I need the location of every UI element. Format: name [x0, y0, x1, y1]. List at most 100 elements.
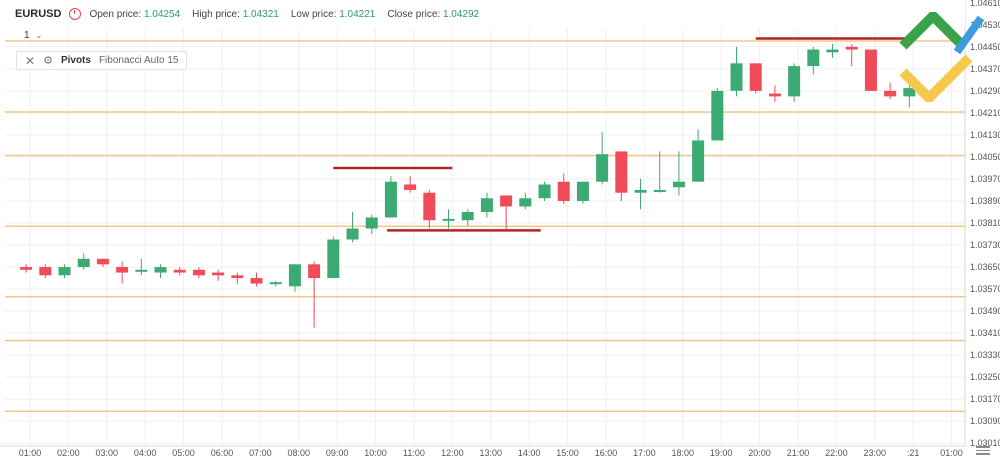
- candle-body: [807, 49, 820, 67]
- x-tick-label: 02:00: [57, 448, 80, 458]
- candle-body: [538, 184, 551, 199]
- candle-body: [77, 258, 90, 268]
- x-tick-label: 17:00: [633, 448, 656, 458]
- x-tick-label: 21:00: [787, 448, 810, 458]
- candle-body: [212, 272, 225, 276]
- x-tick-label: 10:00: [364, 448, 387, 458]
- clock-icon[interactable]: [69, 8, 82, 20]
- open-price: Open price: 1.04254: [89, 8, 181, 20]
- candle-body: [346, 228, 359, 240]
- candle-body: [519, 198, 532, 207]
- close-price: Close price: 1.04292: [387, 8, 480, 20]
- candle-body: [615, 151, 628, 193]
- x-tick-label: 01:00: [940, 448, 963, 458]
- x-tick-label: 14:00: [518, 448, 541, 458]
- x-tick-label: 12:00: [441, 448, 464, 458]
- candle-body: [269, 282, 282, 285]
- candle-body: [308, 264, 321, 279]
- x-tick-label: 01:00: [19, 448, 42, 458]
- y-tick-label: 1.03330: [970, 350, 1000, 360]
- candle-body: [20, 267, 33, 270]
- y-tick-label: 1.03570: [970, 284, 1000, 294]
- interval-selector[interactable]: 1 ⌄: [10, 28, 64, 42]
- y-tick-label: 1.04370: [970, 64, 1000, 74]
- candle-body: [461, 211, 474, 221]
- candle-body: [365, 217, 378, 229]
- y-tick-label: 1.04290: [970, 86, 1000, 96]
- candle-body: [903, 88, 916, 97]
- x-tick-label: 16:00: [595, 448, 618, 458]
- x-tick-label: :21: [907, 448, 920, 458]
- y-tick-label: 1.03410: [970, 328, 1000, 338]
- y-tick-label: 1.03970: [970, 174, 1000, 184]
- x-tick-label: 13:00: [479, 448, 502, 458]
- y-tick-label: 1.03650: [970, 262, 1000, 272]
- gear-icon[interactable]: ⚙: [43, 55, 53, 67]
- candle-body: [596, 154, 609, 182]
- candle-body: [96, 258, 109, 265]
- candle-body: [768, 93, 781, 97]
- x-tick-label: 05:00: [172, 448, 195, 458]
- candle-body: [788, 66, 801, 97]
- candle-body: [826, 49, 839, 53]
- candle-body: [749, 63, 762, 91]
- candle-body: [58, 267, 71, 276]
- close-icon[interactable]: ✕: [25, 53, 36, 68]
- x-tick-label: 06:00: [211, 448, 234, 458]
- candle-body: [231, 275, 244, 279]
- candle-body: [384, 181, 397, 218]
- y-tick-label: 1.03090: [970, 416, 1000, 426]
- candle-body: [116, 267, 129, 273]
- candle-body: [404, 184, 417, 190]
- candle-body: [288, 264, 301, 287]
- indicator-description: Fibonacci Auto 15: [98, 55, 179, 66]
- candle-body: [442, 218, 455, 221]
- x-tick-label: 04:00: [134, 448, 157, 458]
- y-tick-label: 1.04050: [970, 152, 1000, 162]
- candle-body: [154, 267, 167, 273]
- x-tick-label: 23:00: [863, 448, 886, 458]
- y-tick-label: 1.03010: [970, 438, 1000, 448]
- candle-body: [500, 195, 513, 207]
- interval-value: 1: [24, 29, 30, 41]
- symbol-label[interactable]: EURUSD: [15, 8, 62, 20]
- y-tick-label: 1.03890: [970, 196, 1000, 206]
- indicator-legend: ✕ ⚙ Pivots Fibonacci Auto 15: [16, 51, 188, 70]
- x-tick-label: 07:00: [249, 448, 272, 458]
- y-tick-label: 1.04130: [970, 130, 1000, 140]
- candle-body: [480, 198, 493, 212]
- x-tick-label: 20:00: [748, 448, 771, 458]
- candle-body: [653, 189, 666, 192]
- candle-body: [672, 181, 685, 188]
- y-tick-label: 1.04450: [970, 42, 1000, 52]
- chart-header: EURUSD Open price: 1.04254 High price: 1…: [0, 0, 965, 28]
- candle-body: [250, 278, 263, 284]
- candle-body: [557, 181, 570, 201]
- indicator-name: Pivots: [60, 55, 91, 66]
- high-price: High price: 1.04321: [192, 8, 279, 20]
- x-tick-label: 15:00: [556, 448, 579, 458]
- candle-body: [711, 90, 724, 141]
- candle-body: [173, 269, 186, 273]
- y-tick-label: 1.03490: [970, 306, 1000, 316]
- y-tick-label: 1.03730: [970, 240, 1000, 250]
- y-tick-label: 1.04610: [970, 0, 1000, 8]
- low-price: Low price: 1.04221: [290, 8, 376, 20]
- x-tick-label: 18:00: [671, 448, 694, 458]
- y-tick-label: 1.03170: [970, 394, 1000, 404]
- candle-body: [576, 181, 589, 201]
- logo: [899, 12, 985, 102]
- candle-body: [423, 192, 436, 221]
- candle-body: [192, 269, 205, 276]
- x-tick-label: 19:00: [710, 448, 733, 458]
- candle-body: [730, 63, 743, 91]
- y-tick-label: 1.04530: [970, 20, 1000, 30]
- x-tick-label: 09:00: [326, 448, 349, 458]
- settings-icon[interactable]: [976, 444, 990, 456]
- y-tick-label: 1.03250: [970, 372, 1000, 382]
- x-tick-label: 22:00: [825, 448, 848, 458]
- y-tick-label: 1.04210: [970, 108, 1000, 118]
- y-tick-label: 1.03810: [970, 218, 1000, 228]
